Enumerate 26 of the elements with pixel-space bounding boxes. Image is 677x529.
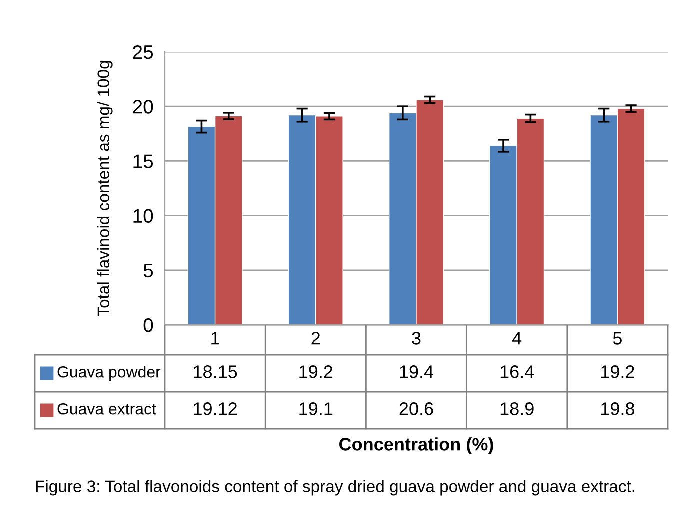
data-label: 18.15 <box>194 366 238 378</box>
data-label: 19.4 <box>400 366 434 378</box>
x-tick-label: 4 <box>512 332 522 345</box>
y-tick-label: 0 <box>144 318 154 332</box>
caption: Figure 3: Total flavonoids content of spray dried guava powder and guava extract. <box>36 480 634 496</box>
data-label: 18.9 <box>500 402 534 416</box>
x-tick-label: 3 <box>412 332 421 345</box>
x-tick-label: 1 <box>212 332 220 345</box>
x-tick-label: 2 <box>312 332 320 345</box>
y-axis-title: Total flavinoid content as mg/ 100g <box>97 61 113 316</box>
text: Concentration (%) <box>340 438 494 454</box>
data-label: 19.2 <box>300 366 333 378</box>
data-label: 19.8 <box>602 402 634 416</box>
y-tick-label: 5 <box>144 264 154 278</box>
data-label: 19.2 <box>602 366 634 378</box>
y-tick-label: 10 <box>134 209 154 224</box>
data-label: 19.1 <box>300 402 333 416</box>
y-tick-label: 25 <box>133 45 154 60</box>
data-label: 16.4 <box>500 366 534 378</box>
x-tick-label: 5 <box>613 332 622 345</box>
y-tick-label: 20 <box>133 100 154 114</box>
y-tick-label: 15 <box>134 154 154 168</box>
data-label: 19.12 <box>194 402 237 416</box>
data-label: 20.6 <box>400 402 434 416</box>
legend-label: Guava powder <box>58 366 161 381</box>
legend-label: Guava extract <box>58 403 156 415</box>
